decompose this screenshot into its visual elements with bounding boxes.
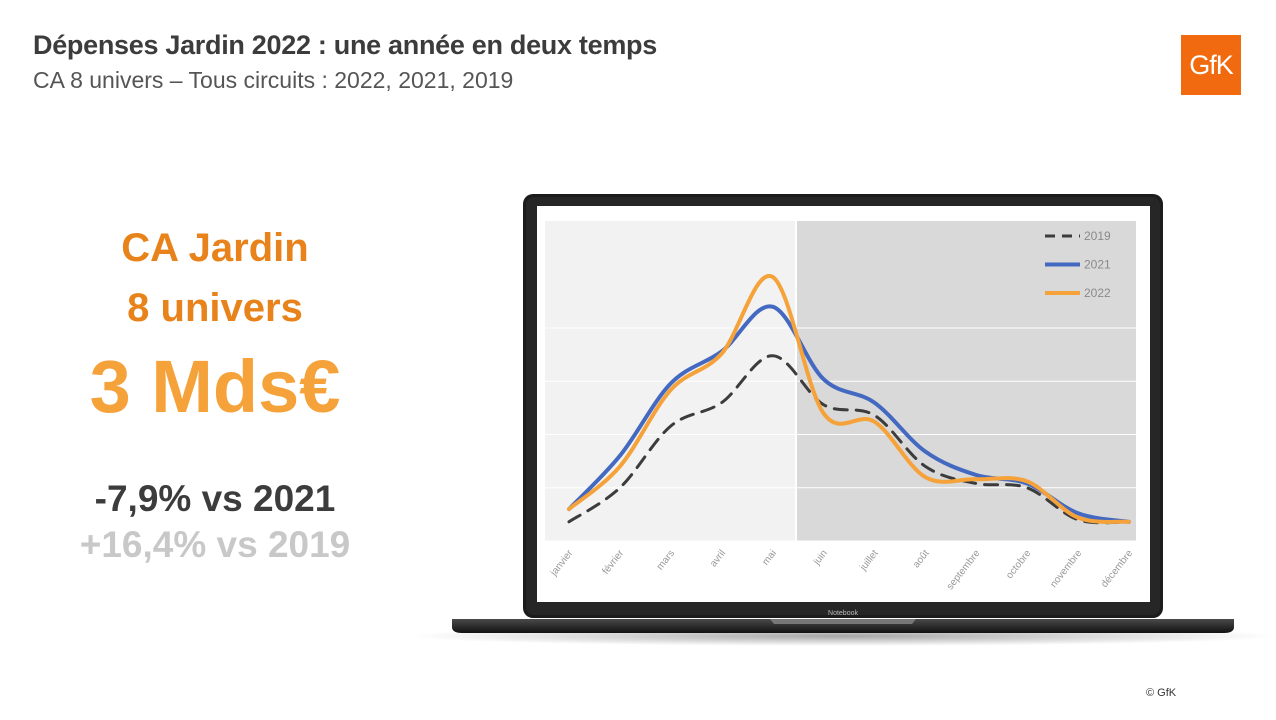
legend-label-2022: 2022 bbox=[1084, 286, 1111, 300]
page-title: Dépenses Jardin 2022 : une année en deux… bbox=[33, 30, 657, 60]
kpi-value: 3 Mds€ bbox=[89, 345, 341, 428]
kpi-line2: 8 univers bbox=[127, 286, 303, 330]
kpi-line1: CA Jardin bbox=[121, 226, 309, 270]
laptop-base bbox=[452, 619, 1234, 633]
legend-label-2019: 2019 bbox=[1084, 229, 1111, 243]
legend-label-2021: 2021 bbox=[1084, 258, 1111, 272]
gfk-logo: GfK bbox=[1181, 35, 1241, 95]
laptop-label: Notebook bbox=[828, 610, 858, 617]
kpi-vs-2021: -7,9% vs 2021 bbox=[94, 478, 336, 519]
copyright: © GfK bbox=[1146, 687, 1177, 699]
series-line-2019 bbox=[567, 354, 1131, 525]
laptop-notch bbox=[770, 619, 916, 624]
line-chart: janvier février mars avril mai juin juillet aoû… bbox=[545, 221, 1136, 592]
page-subtitle: CA 8 univers – Tous circuits : 2022, 202… bbox=[33, 67, 514, 93]
kpi-vs-2019: +16,4% vs 2019 bbox=[79, 524, 351, 565]
series-line-2022 bbox=[567, 274, 1131, 524]
